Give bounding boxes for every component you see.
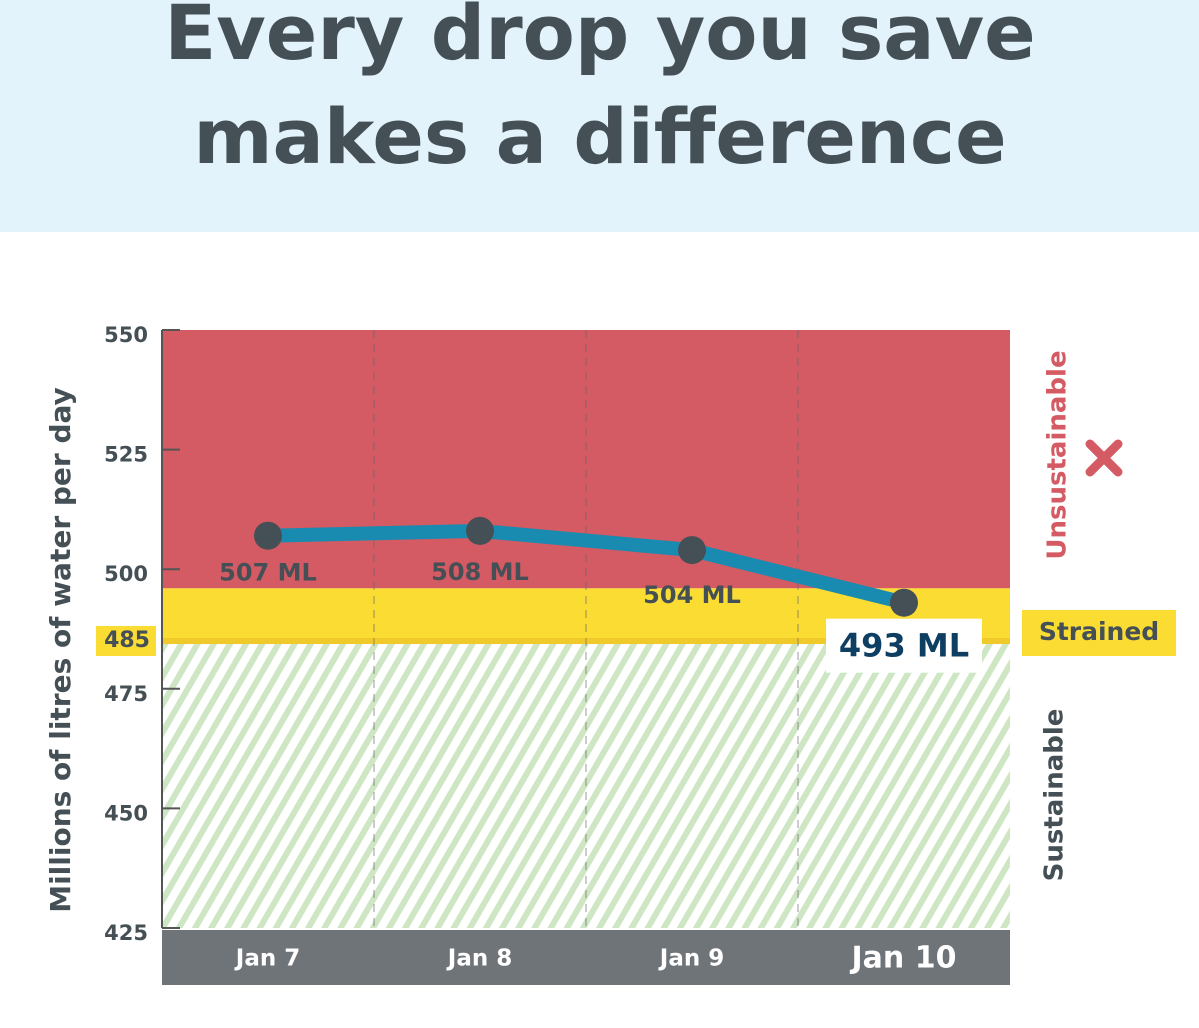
y-axis-label: Millions of litres of water per day [44,387,77,913]
zone [162,640,1010,928]
zone-label: Sustainable [1040,709,1070,882]
x-icon [1085,439,1123,477]
zone-label-box [1022,610,1176,656]
y-tick-label: 550 [104,323,148,347]
header-band [0,0,1199,232]
y-tick-label: 450 [104,801,148,825]
value-label: 507 ML [219,559,317,587]
x-tick-label: Jan 8 [446,946,512,972]
data-point [466,516,494,545]
data-point [254,521,282,550]
x-tick-label: Jan 9 [658,946,724,972]
y-tick-label: 475 [104,682,148,706]
value-label: 508 ML [431,558,529,586]
series-line [261,523,911,610]
threshold-label-box [96,625,156,656]
data-point [890,588,918,617]
x-tick-label: Jan 7 [234,946,300,972]
title-line: makes a difference [193,92,1006,181]
value-label-box [826,618,982,673]
data-point [678,536,706,565]
zone-label: Unsustainable [1043,350,1073,559]
title-line: Every drop you save [164,0,1035,77]
threshold-label: 485 [104,628,150,653]
y-tick-label: 500 [104,562,148,586]
value-label: 493 ML [839,627,969,665]
y-tick-label: 525 [104,443,148,467]
x-axis-band [162,930,1010,985]
x-tick-label: Jan 10 [850,941,957,976]
y-tick-label: 425 [104,921,148,945]
zone-label: Strained [1039,617,1159,646]
value-label: 504 ML [643,581,741,609]
